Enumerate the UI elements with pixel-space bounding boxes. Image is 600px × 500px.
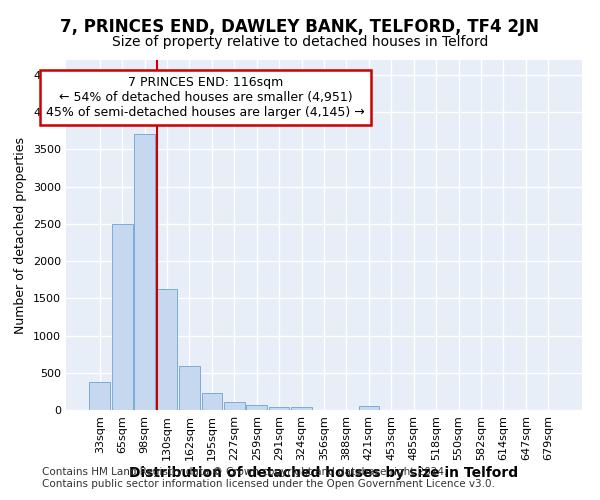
- Bar: [247, 405, 267, 410]
- Y-axis label: Number of detached properties: Number of detached properties: [14, 136, 28, 334]
- Text: 7, PRINCES END, DAWLEY BANK, TELFORD, TF4 2JN: 7, PRINCES END, DAWLEY BANK, TELFORD, TF…: [61, 18, 539, 36]
- Bar: [112, 224, 133, 410]
- X-axis label: Distribution of detached houses by size in Telford: Distribution of detached houses by size …: [130, 466, 518, 479]
- Bar: [157, 288, 178, 410]
- Bar: [291, 408, 312, 410]
- Bar: [89, 382, 110, 410]
- Bar: [224, 402, 245, 410]
- Bar: [134, 134, 155, 410]
- Text: Contains HM Land Registry data © Crown copyright and database right 2024.
Contai: Contains HM Land Registry data © Crown c…: [42, 468, 495, 489]
- Text: Size of property relative to detached houses in Telford: Size of property relative to detached ho…: [112, 35, 488, 49]
- Bar: [202, 392, 222, 410]
- Bar: [269, 407, 289, 410]
- Bar: [179, 366, 200, 410]
- Bar: [359, 406, 379, 410]
- Text: 7 PRINCES END: 116sqm
← 54% of detached houses are smaller (4,951)
45% of semi-d: 7 PRINCES END: 116sqm ← 54% of detached …: [46, 76, 365, 119]
